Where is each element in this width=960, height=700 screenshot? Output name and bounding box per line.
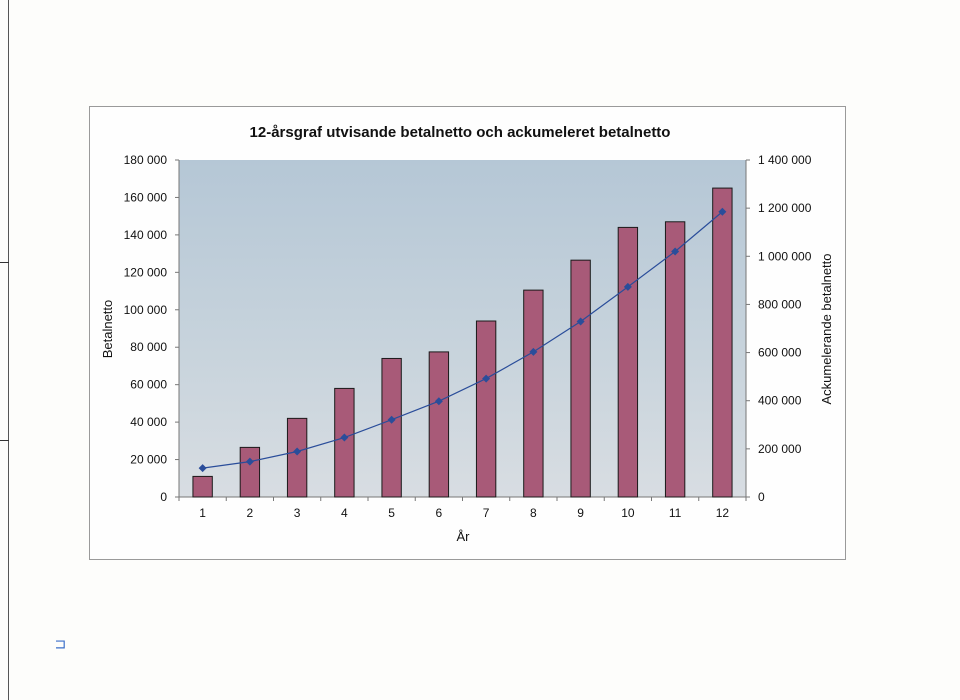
scan-edge-line xyxy=(8,0,9,700)
scan-edge-tick xyxy=(0,262,9,263)
y-left-tick-label: 0 xyxy=(160,490,167,504)
bar xyxy=(570,259,591,498)
y-right-tick-label: 1 400 000 xyxy=(758,153,812,167)
y-right-tick-label: 0 xyxy=(758,490,765,504)
line-point xyxy=(576,317,585,326)
y-left-tick-label: 60 000 xyxy=(130,378,167,392)
bar xyxy=(523,289,544,498)
plot-area xyxy=(179,160,746,497)
line-point xyxy=(340,433,349,442)
x-tick-label: 7 xyxy=(483,506,490,520)
x-tick-label: 8 xyxy=(530,506,537,520)
y-right-tick-label: 400 000 xyxy=(758,394,802,408)
y-right-tick-label: 1 000 000 xyxy=(758,249,812,263)
y-left-tick-label: 140 000 xyxy=(124,228,168,242)
line-point xyxy=(245,457,254,466)
x-tick-label: 2 xyxy=(247,506,254,520)
x-tick-label: 12 xyxy=(716,506,730,520)
line-point xyxy=(434,397,443,406)
y-left-tick-label: 40 000 xyxy=(130,415,167,429)
line-point xyxy=(387,415,396,424)
line-series xyxy=(202,211,723,469)
y-right-tick-label: 800 000 xyxy=(758,297,802,311)
y-left-tick-label: 180 000 xyxy=(124,153,168,167)
y-right-tick-label: 200 000 xyxy=(758,442,802,456)
x-axis-label: År xyxy=(457,529,471,544)
y-right-tick-label: 1 200 000 xyxy=(758,201,812,215)
bar xyxy=(475,320,497,498)
line-point xyxy=(718,207,727,216)
line-point xyxy=(671,247,680,256)
y-right-tick-label: 600 000 xyxy=(758,346,802,360)
x-tick-label: 5 xyxy=(388,506,395,520)
bar xyxy=(192,475,213,498)
y-left-tick-label: 20 000 xyxy=(130,453,167,467)
x-tick-label: 10 xyxy=(621,506,635,520)
x-tick-label: 9 xyxy=(577,506,584,520)
bar xyxy=(664,221,686,498)
y-left-tick-label: 100 000 xyxy=(124,303,168,317)
line-point xyxy=(529,347,538,356)
y-left-tick-label: 160 000 xyxy=(124,190,168,204)
bar xyxy=(712,187,733,498)
line-point xyxy=(198,464,207,473)
x-tick-label: 11 xyxy=(669,506,682,520)
line-point xyxy=(482,374,491,383)
line-point xyxy=(293,447,302,456)
bar xyxy=(334,387,355,498)
bar xyxy=(381,357,402,498)
scan-edge-tick xyxy=(0,440,9,441)
line-point xyxy=(623,282,632,291)
x-tick-label: 1 xyxy=(199,506,206,520)
x-tick-label: 6 xyxy=(436,506,443,520)
bar xyxy=(239,446,261,498)
x-tick-label: 3 xyxy=(294,506,301,520)
bar xyxy=(286,417,308,498)
x-tick-label: 4 xyxy=(341,506,348,520)
y-left-tick-label: 120 000 xyxy=(124,265,168,279)
bar xyxy=(617,226,639,498)
y-axis-left-label: Betalnetto xyxy=(100,300,115,359)
y-left-tick-label: 80 000 xyxy=(130,340,167,354)
y-axis-right-label: Ackumelerande betalnetto xyxy=(819,253,834,404)
chart-title: 12-årsgraf utvisande betalnetto och acku… xyxy=(250,124,671,141)
bar xyxy=(428,351,450,498)
